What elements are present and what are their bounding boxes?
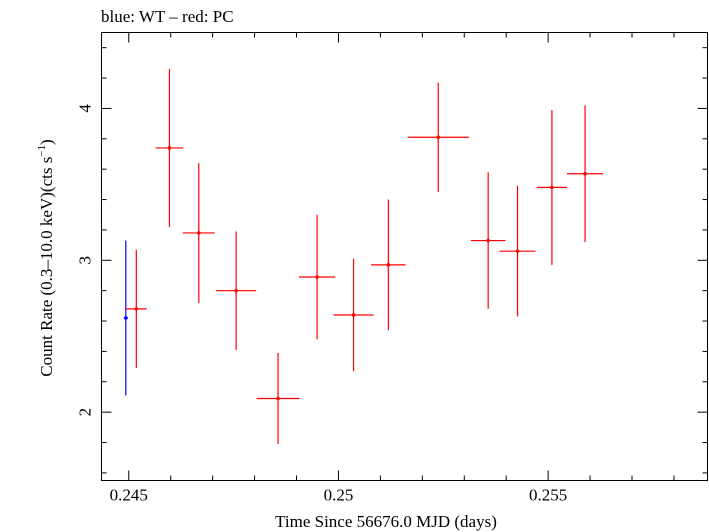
x-axis-ticks: 0.245 0.25 0.255 [110,32,675,505]
y-axis-label-main: Count Rate (0.3–10.0 keV)(cts s [37,157,56,377]
point-marker [167,146,172,150]
point-marker [386,263,391,267]
data-point [371,199,406,331]
point-marker [196,231,201,235]
x-axis-label: Time Since 56676.0 MJD (days) [275,512,497,531]
data-point [125,249,147,369]
x-tick-label: 0.245 [110,486,148,505]
data-point [567,105,604,243]
series-pc [125,68,604,445]
y-tick-label: 3 [76,256,95,265]
data-series [123,68,604,445]
point-marker [315,275,319,279]
data-point [215,231,257,350]
data-point [299,214,336,340]
y-tick-label: 4 [76,104,95,113]
point-marker [351,313,356,317]
series-wt [123,240,128,396]
data-point [155,68,184,227]
point-marker [486,238,490,243]
data-point [333,258,374,372]
y-axis-label-exponent: −1 [36,145,48,157]
point-marker [550,185,554,190]
data-point [499,185,536,317]
chart-title: blue: WT – red: PC [101,7,234,26]
data-point [407,82,469,192]
point-marker [234,288,238,293]
y-axis-ticks: 2 3 4 [76,47,708,474]
data-point [123,240,128,396]
point-marker [583,171,587,176]
data-point [256,352,300,445]
y-axis-label-close: ) [37,139,56,145]
data-point [536,109,568,265]
point-marker [436,135,441,140]
point-marker [124,316,128,320]
point-marker [515,249,520,253]
x-tick-label: 0.25 [324,486,354,505]
y-axis-label: Count Rate (0.3–10.0 keV)(cts s−1) [36,139,56,376]
plot-frame [101,32,708,481]
point-marker [134,307,139,311]
x-tick-label: 0.255 [529,486,567,505]
point-marker [276,396,280,401]
data-point [470,172,506,309]
data-point [182,163,215,303]
y-tick-label: 2 [76,408,95,417]
